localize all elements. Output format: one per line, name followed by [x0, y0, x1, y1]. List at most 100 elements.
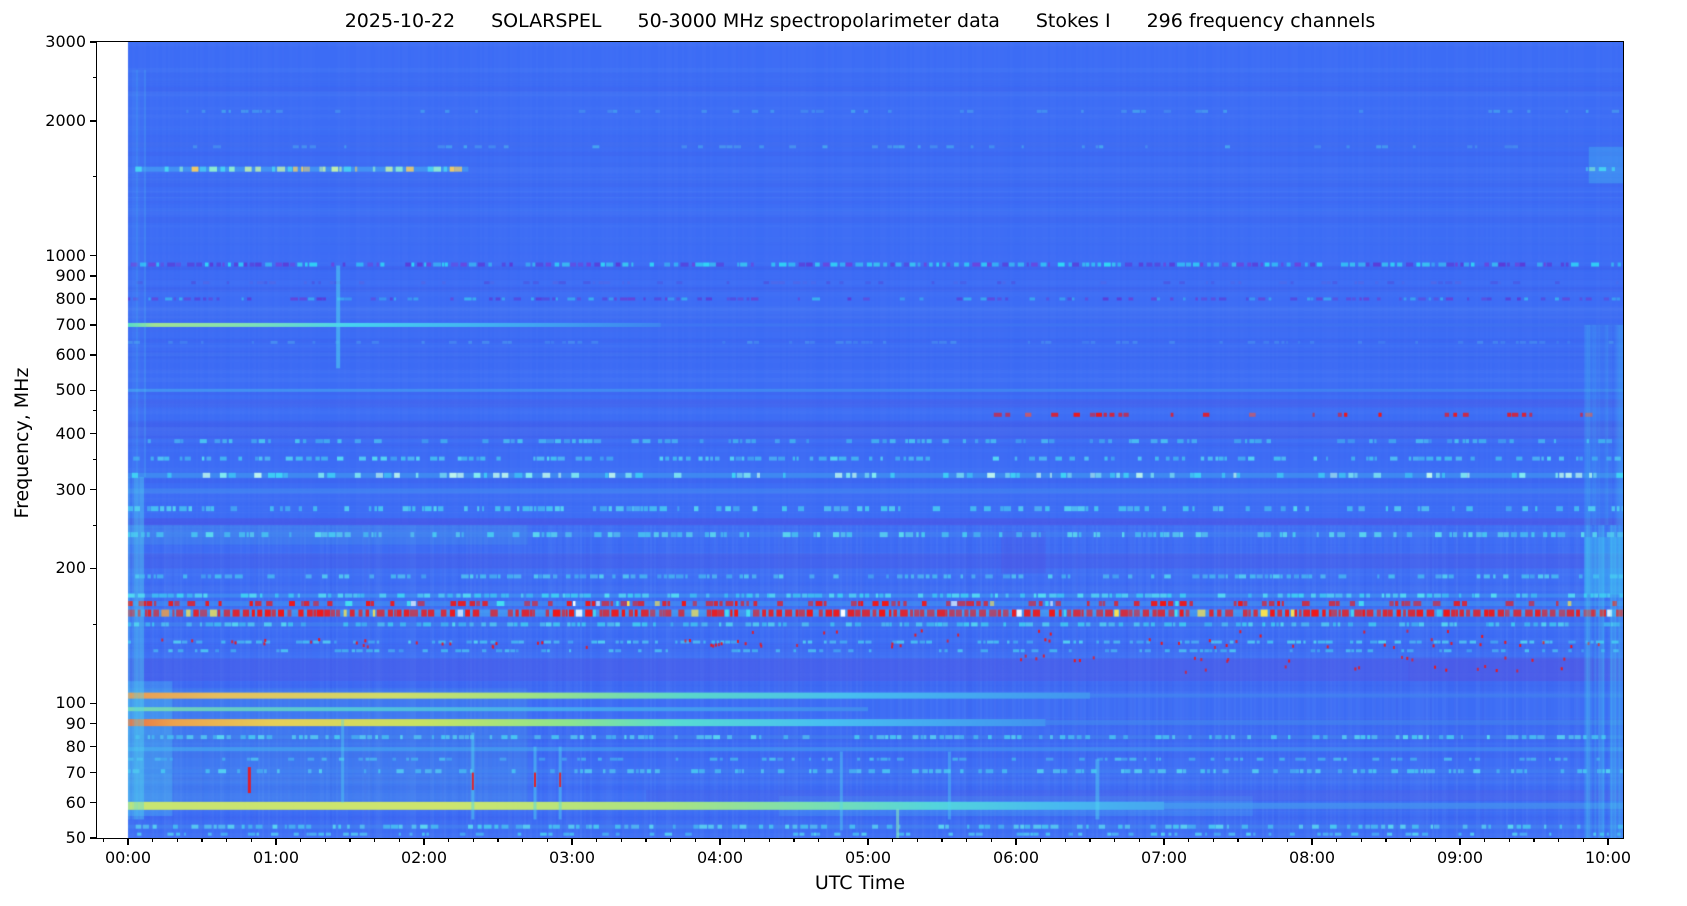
x-minor-tick [694, 838, 696, 842]
y-tick [90, 745, 97, 748]
y-tick-label: 200 [55, 558, 86, 578]
y-tick [90, 723, 97, 725]
y-tick [90, 801, 97, 804]
x-minor-tick [1385, 838, 1387, 842]
x-minor-tick [1262, 838, 1264, 842]
y-tick-label: 700 [55, 314, 86, 334]
x-tick [1311, 838, 1313, 845]
x-minor-tick [1360, 838, 1362, 842]
x-tick-label: 04:00 [696, 848, 744, 867]
x-minor-tick [1336, 838, 1338, 842]
x-minor-tick [324, 838, 326, 842]
x-minor-tick [818, 838, 820, 842]
x-minor-tick [374, 838, 376, 842]
x-minor-tick [176, 838, 178, 842]
x-minor-tick [966, 838, 968, 842]
title-stokes: Stokes I [1035, 10, 1111, 32]
x-minor-tick [768, 838, 770, 842]
y-tick-label: 70 [65, 762, 86, 782]
y-tick [90, 41, 97, 43]
x-tick-label: 00:00 [104, 848, 152, 867]
y-tick-label: 800 [55, 288, 86, 308]
x-minor-tick [1138, 838, 1140, 842]
x-minor-tick [398, 838, 400, 842]
x-axis-label: UTC Time [814, 872, 906, 894]
title-channels: 296 frequency channels [1146, 10, 1376, 32]
x-tick [127, 838, 129, 845]
x-minor-tick [1533, 838, 1535, 842]
x-minor-tick [472, 838, 474, 842]
y-tick-label: 1000 [45, 245, 86, 265]
y-tick [90, 771, 97, 774]
y-tick-label: 400 [55, 423, 86, 443]
x-minor-tick [1064, 838, 1066, 842]
y-tick [90, 567, 97, 570]
x-minor-tick [1114, 838, 1116, 842]
y-tick-label: 300 [55, 479, 86, 499]
x-minor-tick [793, 838, 795, 842]
x-minor-tick [892, 838, 894, 842]
y-minor-tick [93, 176, 97, 178]
x-tick [1459, 838, 1461, 845]
y-minor-tick [93, 524, 97, 526]
x-minor-tick [620, 838, 622, 842]
x-minor-tick [916, 838, 918, 842]
x-tick-label: 09:00 [1436, 848, 1484, 867]
x-tick-label: 07:00 [1140, 848, 1188, 867]
title-description: 50-3000 MHz spectropolarimeter data [637, 10, 1000, 32]
y-tick-label: 60 [65, 792, 86, 812]
x-minor-tick [1558, 838, 1560, 842]
x-minor-tick [152, 838, 154, 842]
x-tick [1163, 838, 1165, 845]
y-tick [90, 389, 97, 392]
y-tick [90, 298, 97, 300]
y-tick-label: 3000 [45, 32, 86, 51]
y-tick [90, 837, 97, 839]
x-tick-label: 02:00 [400, 848, 448, 867]
x-minor-tick [226, 838, 228, 842]
x-minor-tick [546, 838, 548, 842]
y-minor-tick [93, 410, 97, 412]
x-minor-tick [1089, 838, 1091, 842]
figure-title: 2025-10-22 SOLARSPEL 50-3000 MHz spectro… [97, 10, 1623, 32]
x-minor-tick [645, 838, 647, 842]
x-minor-tick [448, 838, 450, 842]
y-tick-label: 90 [65, 713, 86, 733]
x-minor-tick [990, 838, 992, 842]
x-tick-label: 10:00 [1584, 848, 1632, 867]
x-minor-tick [250, 838, 252, 842]
y-tick [90, 275, 97, 277]
x-tick-label: 01:00 [252, 848, 300, 867]
spectrogram-canvas [97, 42, 1623, 838]
x-tick [423, 838, 425, 845]
x-minor-tick [497, 838, 499, 842]
x-minor-tick [1212, 838, 1214, 842]
x-tick [275, 838, 277, 845]
x-minor-tick [1237, 838, 1239, 842]
x-minor-tick [941, 838, 943, 842]
y-tick-label: 80 [65, 736, 86, 756]
x-minor-tick [349, 838, 351, 842]
x-tick [571, 838, 573, 845]
x-tick [719, 838, 721, 845]
y-tick [90, 254, 97, 257]
y-tick-label: 2000 [45, 110, 86, 130]
y-tick-label: 900 [55, 266, 86, 286]
y-tick [90, 120, 97, 122]
x-minor-tick [842, 838, 844, 842]
x-minor-tick [1434, 838, 1436, 842]
x-tick [867, 838, 869, 845]
x-minor-tick [1484, 838, 1486, 842]
x-minor-tick [522, 838, 524, 842]
x-minor-tick [201, 838, 203, 842]
x-minor-tick [744, 838, 746, 842]
title-instrument: SOLARSPEL [491, 10, 602, 32]
x-tick [1607, 838, 1609, 845]
y-tick-label: 50 [65, 828, 86, 847]
y-tick-label: 600 [55, 344, 86, 364]
y-minor-tick [93, 459, 97, 461]
y-tick [90, 488, 97, 491]
y-tick [90, 702, 97, 704]
x-minor-tick [1040, 838, 1042, 842]
